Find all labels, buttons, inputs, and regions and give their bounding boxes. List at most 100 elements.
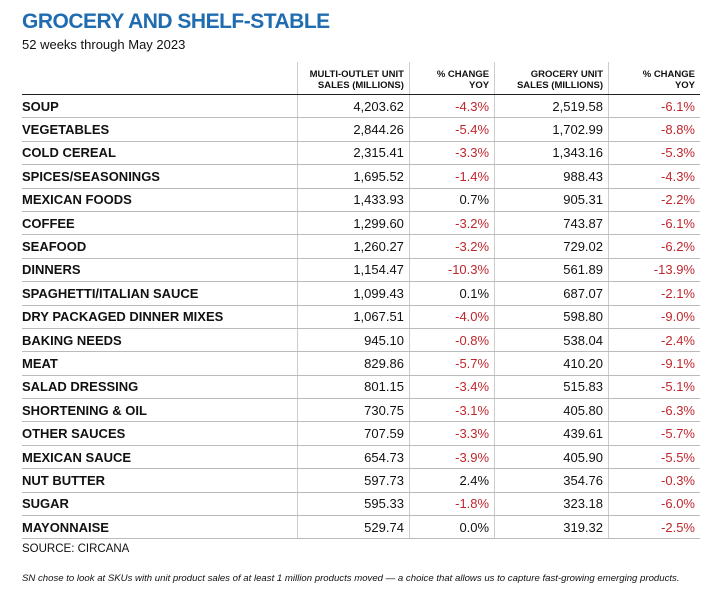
cell: -1.4% [408, 164, 495, 189]
cell: 730.75 [296, 398, 410, 423]
cell: 905.31 [494, 188, 609, 212]
cell: -3.2% [408, 234, 495, 259]
cell: -6.1% [608, 94, 700, 119]
table-row: SOUP 4,203.62 -4.3% 2,519.58 -6.1% [22, 94, 700, 119]
cell: -4.3% [608, 164, 700, 189]
cell: 595.33 [296, 492, 410, 517]
row-label: SPAGHETTI/ITALIAN SAUCE [22, 281, 298, 306]
cell: 707.59 [296, 421, 410, 446]
row-label: SEAFOOD [22, 234, 298, 259]
table-row: DRY PACKAGED DINNER MIXES 1,067.51 -4.0% 59… [22, 305, 700, 329]
cell: 2,519.58 [494, 94, 609, 119]
cell: 2,844.26 [296, 117, 410, 142]
cell: -0.3% [608, 468, 700, 493]
row-label: MEXICAN SAUCE [22, 445, 298, 470]
cell: -3.3% [408, 421, 495, 446]
cell: -13.9% [608, 258, 700, 283]
cell: -6.2% [608, 234, 700, 259]
table-row: SPAGHETTI/ITALIAN SAUCE 1,099.43 0.1% 687.0… [22, 281, 700, 306]
column-header: % CHANGE YOY [608, 62, 700, 95]
cell: 598.80 [494, 305, 609, 329]
table-row: SHORTENING & OIL 730.75 -3.1% 405.80 -6.3% [22, 398, 700, 423]
cell: -6.3% [608, 398, 700, 423]
cell: 561.89 [494, 258, 609, 283]
table-row: MEXICAN SAUCE 654.73 -3.9% 405.90 -5.5% [22, 445, 700, 470]
row-label: MEAT [22, 351, 298, 376]
row-label: MAYONNAISE [22, 515, 298, 540]
row-label: DINNERS [22, 258, 298, 283]
cell: 1,260.27 [296, 234, 410, 259]
cell: -4.0% [408, 305, 495, 329]
cell: 319.32 [494, 515, 609, 540]
cell: 2.4% [408, 468, 495, 493]
cell: -2.2% [608, 188, 700, 212]
cell: -2.4% [608, 328, 700, 353]
table-row: MEXICAN FOODS 1,433.93 0.7% 905.31 -2.2% [22, 188, 700, 212]
table-row: BAKING NEEDS 945.10 -0.8% 538.04 -2.4% [22, 328, 700, 353]
column-header: GROCERY UNIT SALES (MILLIONS) [494, 62, 609, 95]
cell: -5.3% [608, 141, 700, 166]
row-label: VEGETABLES [22, 117, 298, 142]
cell: -1.8% [408, 492, 495, 517]
cell: -9.1% [608, 351, 700, 376]
cell: 405.80 [494, 398, 609, 423]
cell: 1,433.93 [296, 188, 410, 212]
cell: -3.9% [408, 445, 495, 470]
cell: 323.18 [494, 492, 609, 517]
cell: 687.07 [494, 281, 609, 306]
source: SOURCE: CIRCANA [22, 543, 130, 555]
cell: 0.7% [408, 188, 495, 212]
table-row: SPICES/SEASONINGS 1,695.52 -1.4% 988.43 -4.3… [22, 164, 700, 189]
cell: -5.7% [408, 351, 495, 376]
row-label: OTHER SAUCES [22, 421, 298, 446]
cell: 538.04 [494, 328, 609, 353]
cell: 654.73 [296, 445, 410, 470]
cell: -3.3% [408, 141, 495, 166]
table-row: SEAFOOD 1,260.27 -3.2% 729.02 -6.2% [22, 234, 700, 259]
table-row: VEGETABLES 2,844.26 -5.4% 1,702.99 -8.8% [22, 117, 700, 142]
cell: 1,099.43 [296, 281, 410, 306]
cell: 0.1% [408, 281, 495, 306]
cell: 801.15 [296, 375, 410, 400]
table-row: COFFEE 1,299.60 -3.2% 743.87 -6.1% [22, 211, 700, 236]
cell: 0.0% [408, 515, 495, 540]
table-row: MAYONNAISE 529.74 0.0% 319.32 -2.5% [22, 515, 700, 540]
cell: 988.43 [494, 164, 609, 189]
data-table: MULTI-OUTLET UNIT SALES (MILLIONS)% CHAN… [22, 62, 700, 540]
cell: -5.4% [408, 117, 495, 142]
row-label: SUGAR [22, 492, 298, 517]
row-label: COFFEE [22, 211, 298, 236]
cell: 1,299.60 [296, 211, 410, 236]
cell: 515.83 [494, 375, 609, 400]
row-label: SHORTENING & OIL [22, 398, 298, 423]
cell: 354.76 [494, 468, 609, 493]
cell: -6.1% [608, 211, 700, 236]
cell: 410.20 [494, 351, 609, 376]
row-label: MEXICAN FOODS [22, 188, 298, 212]
table-row: NUT BUTTER 597.73 2.4% 354.76 -0.3% [22, 468, 700, 493]
title: GROCERY AND SHELF-STABLE [22, 10, 330, 33]
cell: 439.61 [494, 421, 609, 446]
cell: -3.1% [408, 398, 495, 423]
cell: 743.87 [494, 211, 609, 236]
cell: -5.1% [608, 375, 700, 400]
row-label: SPICES/SEASONINGS [22, 164, 298, 189]
table-row: MEAT 829.86 -5.7% 410.20 -9.1% [22, 351, 700, 376]
column-header: % CHANGE YOY [408, 62, 495, 95]
cell: -2.5% [608, 515, 700, 540]
table-row: OTHER SAUCES 707.59 -3.3% 439.61 -5.7% [22, 421, 700, 446]
table-row: SUGAR 595.33 -1.8% 323.18 -6.0% [22, 492, 700, 517]
cell: -5.5% [608, 445, 700, 470]
row-label: DRY PACKAGED DINNER MIXES [22, 305, 298, 329]
cell: 2,315.41 [296, 141, 410, 166]
row-label: SALAD DRESSING [22, 375, 298, 400]
cell: 829.86 [296, 351, 410, 376]
cell: 729.02 [494, 234, 609, 259]
cell: -4.3% [408, 94, 495, 119]
table-row: SALAD DRESSING 801.15 -3.4% 515.83 -5.1% [22, 375, 700, 400]
cell: -0.8% [408, 328, 495, 353]
row-label: SOUP [22, 94, 298, 119]
cell: 1,702.99 [494, 117, 609, 142]
footnote: SN chose to look at SKUs with unit produ… [22, 573, 680, 584]
